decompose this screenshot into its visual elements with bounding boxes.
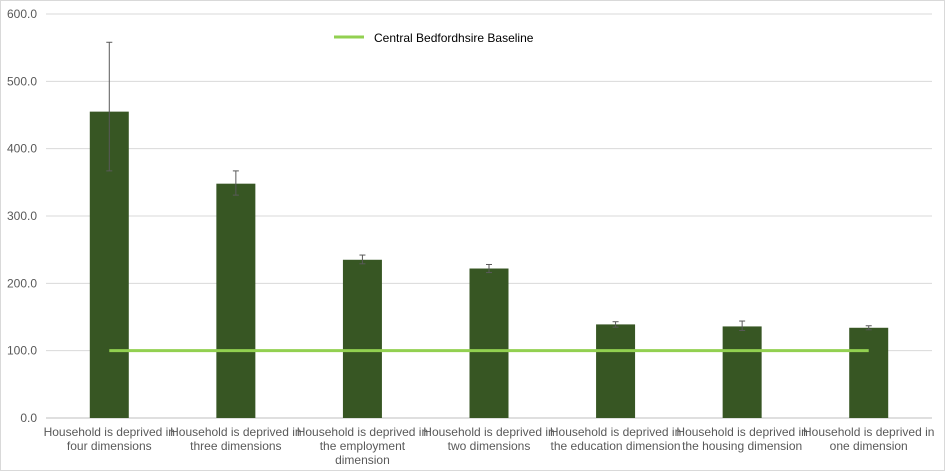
y-tick-label: 300.0 [7, 209, 37, 223]
x-tick-label-line: one dimension [830, 439, 908, 453]
x-tick-label: Household is deprived in the employment di… [297, 425, 428, 467]
x-tick-label: Household is deprived in four dimensions [44, 425, 175, 453]
x-tick-label-line: Household is deprived in [170, 425, 301, 439]
x-tick-label-line: two dimensions [448, 439, 531, 453]
x-tick-label-line: the housing dimension [682, 439, 802, 453]
x-tick-label-line: dimension [335, 453, 390, 467]
x-tick-label-line: three dimensions [190, 439, 281, 453]
x-tick-label-line: Household is deprived in [44, 425, 175, 439]
x-tick-label-line: Household is deprived in [423, 425, 554, 439]
y-tick-label: 600.0 [7, 7, 37, 21]
x-tick-label-line: Household is deprived in [676, 425, 807, 439]
bar [849, 327, 889, 418]
x-tick-label-line: the education dimension [551, 439, 681, 453]
y-tick-label: 200.0 [7, 276, 37, 290]
x-tick-label-line: Household is deprived in [803, 425, 934, 439]
x-tick-label-line: four dimensions [67, 439, 152, 453]
bar [342, 259, 382, 418]
x-tick-label: Household is deprived in the education di… [550, 425, 681, 453]
x-tick-label: Household is deprived in one dimension [803, 425, 934, 453]
legend-label: Central Bedfordhsire Baseline [374, 31, 534, 45]
y-tick-label: 500.0 [7, 74, 37, 88]
y-tick-label: 400.0 [7, 142, 37, 156]
x-tick-label-line: the employment [320, 439, 406, 453]
bar [722, 326, 762, 418]
x-tick-label-line: Household is deprived in [550, 425, 681, 439]
y-tick-label: 100.0 [7, 344, 37, 358]
bar [469, 268, 509, 418]
x-tick-label: Household is deprived in three dimensions [170, 425, 301, 453]
y-tick-label: 0.0 [20, 411, 37, 425]
x-tick-label: Household is deprived in the housing dime… [676, 425, 807, 453]
bar [216, 183, 256, 418]
bar [596, 324, 636, 418]
x-tick-label: Household is deprived in two dimensions [423, 425, 554, 453]
x-tick-label-line: Household is deprived in [297, 425, 428, 439]
